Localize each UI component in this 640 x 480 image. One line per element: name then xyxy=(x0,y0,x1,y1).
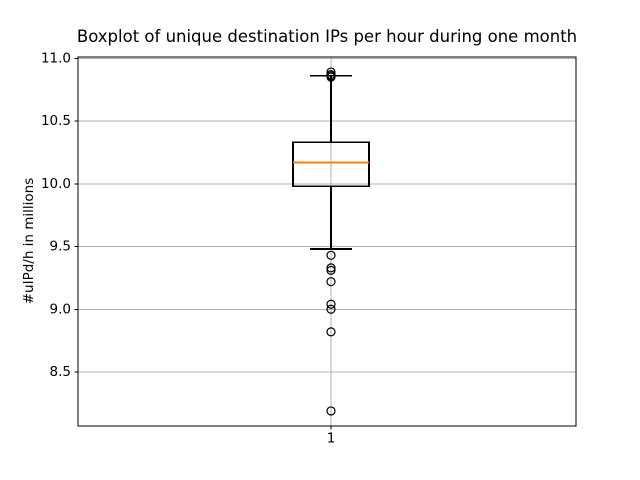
outlier-point xyxy=(326,250,336,260)
axes-border xyxy=(77,56,577,427)
chart-title: Boxplot of unique destination IPs per ho… xyxy=(76,27,578,46)
outlier-point xyxy=(326,277,336,287)
y-tick-label: 8.5 xyxy=(50,364,71,380)
outlier-point xyxy=(326,304,336,314)
outlier-point xyxy=(326,406,336,416)
y-tick-label: 9.0 xyxy=(50,301,71,317)
outlier-point xyxy=(326,67,336,77)
y-tick-label: 9.5 xyxy=(50,239,71,255)
iqr-box xyxy=(292,141,370,188)
outlier-point xyxy=(326,69,336,80)
outlier-point xyxy=(326,299,336,309)
y-tick-label: 11.0 xyxy=(41,50,71,66)
y-tick-label: 10.5 xyxy=(41,113,71,129)
outlier-point xyxy=(326,265,336,275)
x-tick-label: 1 xyxy=(327,431,336,447)
y-tick-label: 10.0 xyxy=(41,176,71,192)
outlier-point xyxy=(326,263,336,273)
outlier-point xyxy=(326,327,336,337)
